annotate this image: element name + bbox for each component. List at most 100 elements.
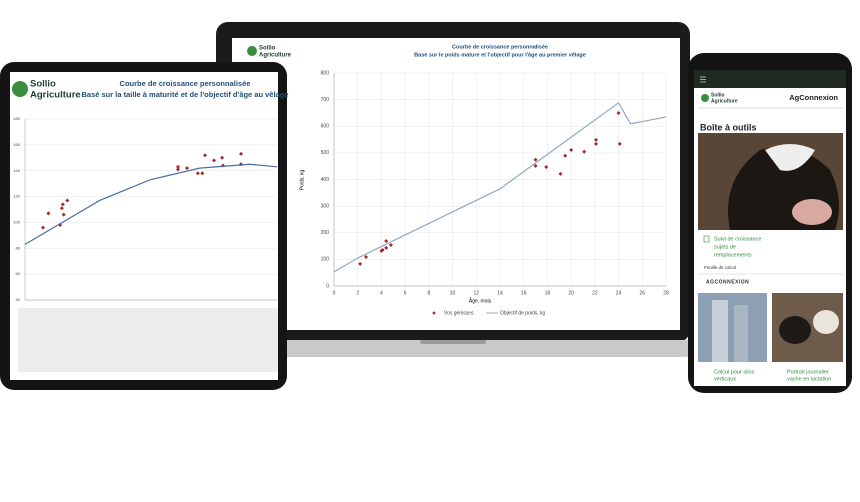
data-point — [195, 171, 200, 176]
y-tick-label: 100 — [13, 219, 20, 224]
logo-icon — [12, 81, 28, 97]
data-point — [358, 261, 363, 266]
data-point — [200, 171, 205, 176]
site-name[interactable]: AgConnexion — [789, 93, 838, 102]
logo: Sollio — [30, 79, 56, 90]
card-title[interactable]: Calcul pour silos — [714, 369, 755, 375]
logo: Sollio — [711, 92, 725, 98]
data-point — [563, 153, 568, 158]
x-tick-label: 28 — [663, 290, 669, 296]
y-tick-label: 600 — [321, 124, 330, 130]
x-tick-label: 14 — [497, 290, 503, 296]
y-tick-label: 140 — [13, 168, 20, 173]
data-point — [617, 141, 622, 146]
x-tick-label: 2 — [356, 290, 359, 296]
x-tick-label: 22 — [592, 290, 598, 296]
file-icon — [703, 235, 710, 243]
x-tick-label: 24 — [616, 290, 622, 296]
x-tick-label: 8 — [427, 290, 430, 296]
section-title: Boîte à outils — [700, 122, 757, 132]
laptop-screen — [232, 38, 680, 330]
data-point — [544, 164, 549, 169]
x-tick-label: 0 — [333, 290, 336, 296]
y-tick-label: 800 — [321, 70, 330, 76]
chart-subtitle: Basé sur le poids mature et l'objectif p… — [414, 52, 586, 58]
data-point — [220, 155, 225, 160]
cow — [813, 310, 839, 334]
laptop-base — [206, 340, 700, 357]
x-tick-label: 10 — [450, 290, 456, 296]
data-point — [384, 239, 389, 244]
silo-photo — [698, 293, 767, 362]
data-point — [616, 110, 621, 115]
data-point — [239, 151, 243, 156]
data-point — [203, 153, 207, 158]
x-tick-label: 12 — [474, 290, 480, 296]
data-point — [212, 158, 216, 163]
chart-subtitle: Basé sur la taille à maturité et de l'ob… — [82, 90, 289, 99]
laptop-notch — [420, 340, 486, 344]
logo: Agriculture — [30, 90, 81, 101]
legend-label: Objectif de poids, kg — [500, 310, 546, 316]
x-axis-label: Âge, mois — [469, 297, 492, 304]
y-tick-label: 60 — [16, 271, 21, 276]
y-tick-label: 400 — [321, 177, 330, 183]
cow — [779, 316, 811, 344]
data-point — [533, 163, 538, 168]
logo: Sollio — [259, 46, 276, 52]
x-tick-label: 4 — [380, 290, 383, 296]
phone-topbar — [694, 70, 846, 88]
data-point — [594, 137, 599, 142]
cow-marking — [765, 144, 815, 171]
data-point — [388, 242, 393, 247]
x-tick-label: 20 — [568, 290, 574, 296]
y-tick-label: 80 — [16, 245, 21, 250]
data-point — [384, 245, 389, 250]
card-title[interactable]: Portrait journalier — [787, 369, 829, 375]
data-point — [594, 141, 599, 146]
y-tick-label: 40 — [16, 297, 21, 302]
silo — [712, 300, 728, 362]
data-point — [59, 206, 64, 211]
data-point — [380, 248, 385, 253]
x-tick-label: 18 — [545, 290, 551, 296]
legend-label: Vos génisses — [444, 310, 474, 316]
menu-icon[interactable] — [700, 76, 706, 83]
tool-title[interactable]: sujets de — [714, 244, 736, 250]
y-tick-label: 180 — [13, 116, 20, 121]
tablet-panel — [18, 308, 278, 372]
tool-type: Feuille de calcul — [704, 265, 736, 270]
data-point — [176, 164, 180, 169]
data-point — [41, 225, 45, 230]
x-tick-label: 16 — [521, 290, 527, 296]
card-title[interactable]: vache en lactation — [787, 376, 831, 382]
legend-swatch — [432, 311, 436, 315]
data-point — [60, 202, 65, 207]
logo-icon — [247, 46, 257, 56]
tool-title[interactable]: Suivi de croissance — [714, 236, 761, 242]
y-tick-label: 160 — [13, 142, 20, 147]
y-tick-label: 700 — [321, 97, 330, 103]
data-point — [185, 166, 189, 171]
card-title[interactable]: verticaux — [714, 376, 736, 382]
data-point — [569, 147, 574, 152]
y-tick-label: 300 — [321, 203, 330, 209]
tool-title[interactable]: remplacements — [714, 252, 752, 258]
logo-icon — [701, 94, 709, 102]
x-tick-label: 6 — [404, 290, 407, 296]
y-axis-label: Poids, kg — [299, 170, 305, 191]
y-tick-label: 120 — [13, 194, 20, 199]
chart-title: Courbe de croissance personnalisée — [452, 44, 548, 50]
data-point — [46, 211, 51, 216]
chart-title: Courbe de croissance personnalisée — [120, 79, 251, 88]
data-point — [533, 157, 538, 162]
tool-source: AGCONNEXION — [706, 279, 749, 285]
y-tick-label: 200 — [321, 230, 330, 236]
cow-muzzle — [792, 199, 832, 225]
data-point — [61, 212, 66, 217]
silo — [734, 305, 748, 362]
data-point — [65, 198, 70, 203]
x-tick-label: 26 — [640, 290, 646, 296]
